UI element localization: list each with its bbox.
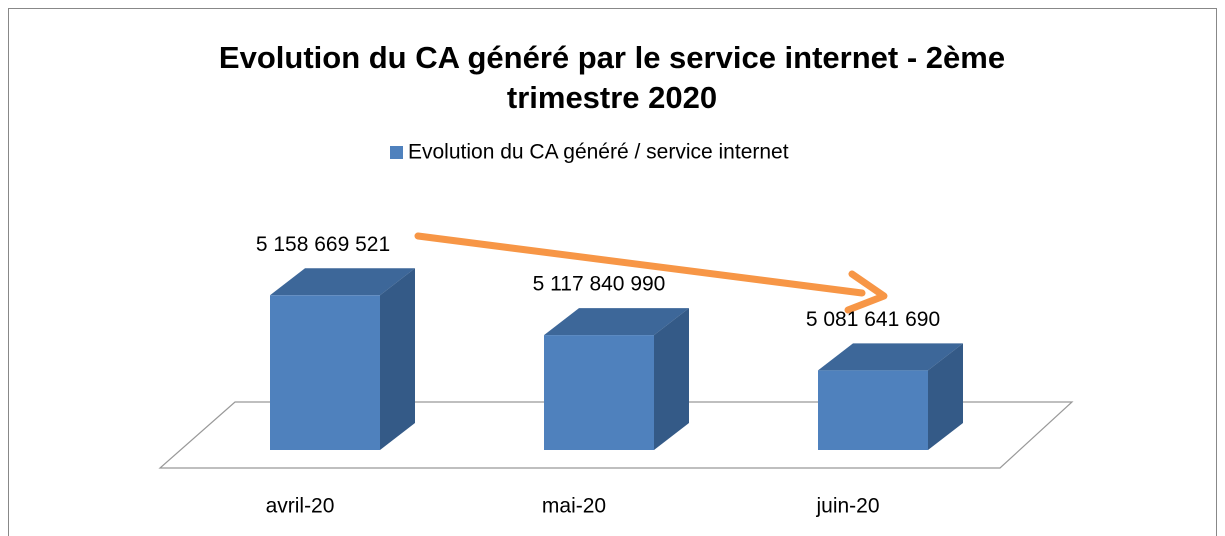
bar-top [818,343,963,371]
bar-top [544,308,689,336]
chart-title: trimestre 2020 [507,80,717,115]
bar [818,370,928,450]
trend-arrow [414,232,888,314]
bar-top [270,268,415,296]
bar-side [928,343,963,450]
legend-swatch [390,146,403,159]
bar [270,295,380,450]
data-label: 5 158 669 521 [256,233,390,256]
data-label: 5 117 840 990 [533,273,666,296]
bar [544,335,654,450]
bar-side [380,268,415,450]
legend-label: Evolution du CA généré / service interne… [408,141,789,164]
x-tick-label: juin-20 [815,495,879,518]
bar-side [654,308,689,450]
data-label: 5 081 641 690 [806,308,940,331]
x-tick-label: mai-20 [542,495,606,518]
chart-title: Evolution du CA généré par le service in… [219,40,1005,75]
x-tick-label: avril-20 [266,495,335,518]
